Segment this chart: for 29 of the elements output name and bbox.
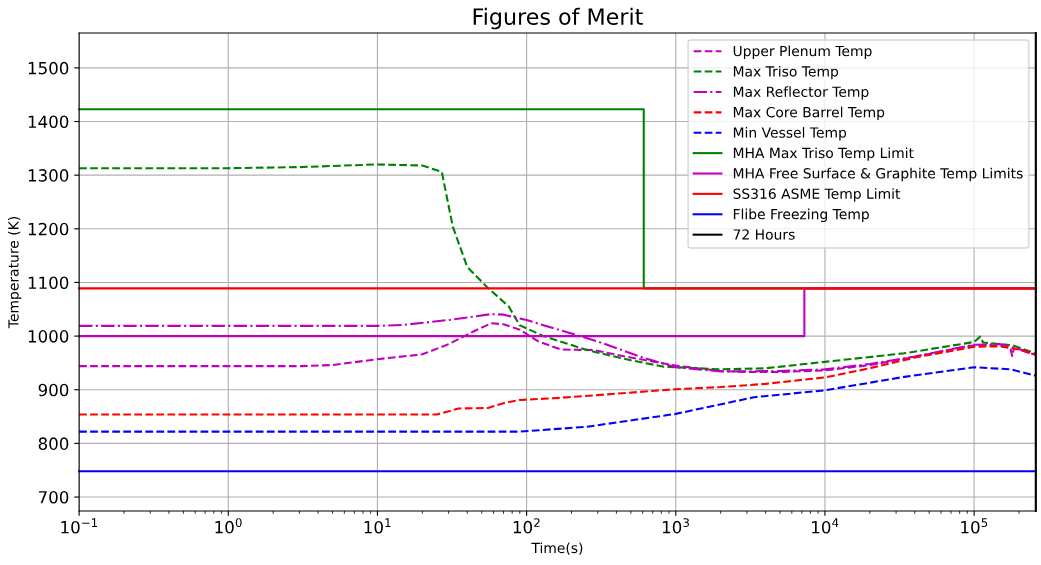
y-axis-title: Temperature (K) <box>7 217 22 329</box>
x-tick-label: 10$^{2}$ <box>513 518 540 534</box>
y-tick-label: 1500 <box>28 61 69 75</box>
y-tick-label: 1300 <box>28 169 69 182</box>
x-tick-label: 10$^{4}$ <box>812 518 839 534</box>
y-tick-label: 1000 <box>28 330 69 343</box>
x-tick-label: 10$^{−1}$ <box>61 518 98 534</box>
x-tick-label: 10$^{1}$ <box>364 518 391 534</box>
legend-label: MHA Max Triso Temp Limit <box>733 147 914 161</box>
chart-title: Figures of Merit <box>473 7 643 30</box>
legend-label: Max Core Barrel Temp <box>733 106 885 121</box>
legend-label: Max Triso Temp <box>733 65 839 80</box>
x-tick-label: 10$^{5}$ <box>961 518 988 534</box>
y-tick-label: 1200 <box>28 222 69 236</box>
legend-label: Max Reflector Temp <box>733 86 869 100</box>
legend-label: SS316 ASME Temp Limit <box>733 188 901 202</box>
x-tick-label: 10$^{0}$ <box>215 518 242 534</box>
legend-label: 72 Hours <box>733 229 795 240</box>
y-tick-label: 1400 <box>28 115 69 129</box>
legend-label: Min Vessel Temp <box>733 127 847 141</box>
y-tick-label: 700 <box>38 491 69 504</box>
x-tick-label: 10$^{3}$ <box>662 518 689 534</box>
y-tick-label: 1100 <box>28 276 69 290</box>
x-axis-title: Time(s) <box>531 542 583 555</box>
y-tick-label: 900 <box>38 383 69 397</box>
legend-label: Flibe Freezing Temp <box>733 208 869 223</box>
legend-label: Upper Plenum Temp <box>733 45 872 59</box>
y-tick-label: 800 <box>38 437 69 450</box>
legend-label: MHA Free Surface & Graphite Temp Limits <box>733 167 1023 182</box>
